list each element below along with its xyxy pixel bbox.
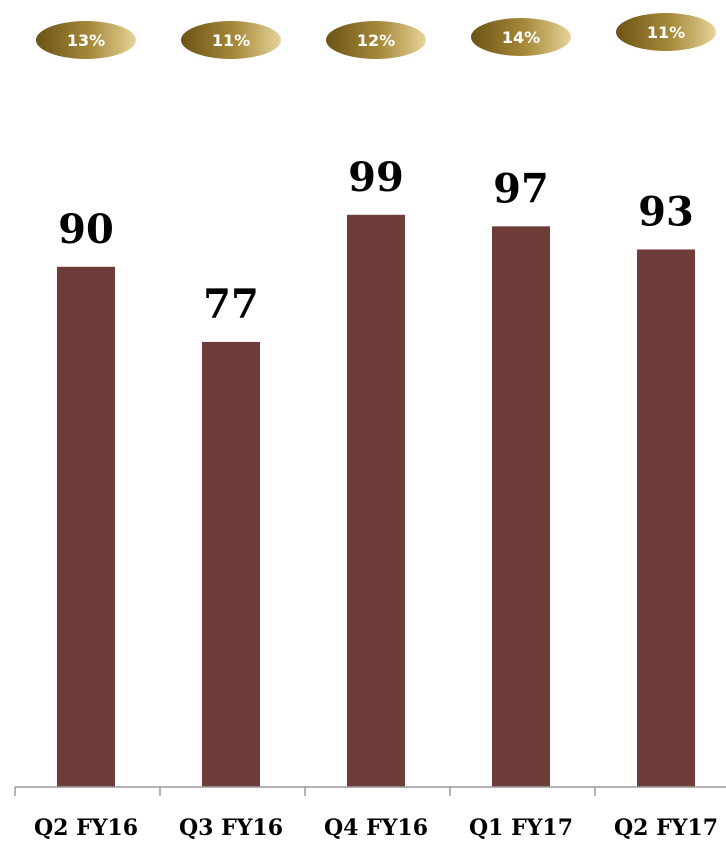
category-label: Q2 FY16 <box>34 815 138 841</box>
growth-label: 12% <box>357 31 395 50</box>
growth-label: 13% <box>67 31 105 50</box>
bar-q1-fy17 <box>492 226 550 788</box>
growth-badge <box>36 21 136 59</box>
bar-series <box>57 214 695 788</box>
category-label: Q2 FY17 <box>614 815 718 841</box>
category-label: Q1 FY17 <box>469 815 573 841</box>
value-labels: 90 77 99 97 93 <box>58 154 694 328</box>
growth-label: 11% <box>647 23 685 42</box>
value-label: 77 <box>203 281 259 328</box>
growth-badges: 13% 11% 12% 14% 11% <box>36 13 716 59</box>
growth-badge <box>471 18 571 56</box>
bar-q4-fy16 <box>347 214 405 787</box>
category-label: Q4 FY16 <box>324 815 428 841</box>
growth-badge <box>181 21 281 59</box>
growth-badge <box>326 21 426 59</box>
bar-q3-fy16 <box>202 341 260 787</box>
value-label: 93 <box>638 188 694 235</box>
value-label: 90 <box>58 206 114 253</box>
category-labels: Q2 FY16 Q3 FY16 Q4 FY16 Q1 FY17 Q2 FY17 <box>34 815 718 841</box>
bar-q2-fy16 <box>57 266 115 787</box>
x-axis <box>14 786 726 796</box>
growth-badge <box>616 13 716 51</box>
growth-label: 11% <box>212 31 250 50</box>
value-label: 97 <box>493 165 549 212</box>
growth-label: 14% <box>502 28 540 47</box>
value-label: 99 <box>348 154 404 201</box>
bar-q2-fy17 <box>637 249 695 787</box>
category-label: Q3 FY16 <box>179 815 283 841</box>
